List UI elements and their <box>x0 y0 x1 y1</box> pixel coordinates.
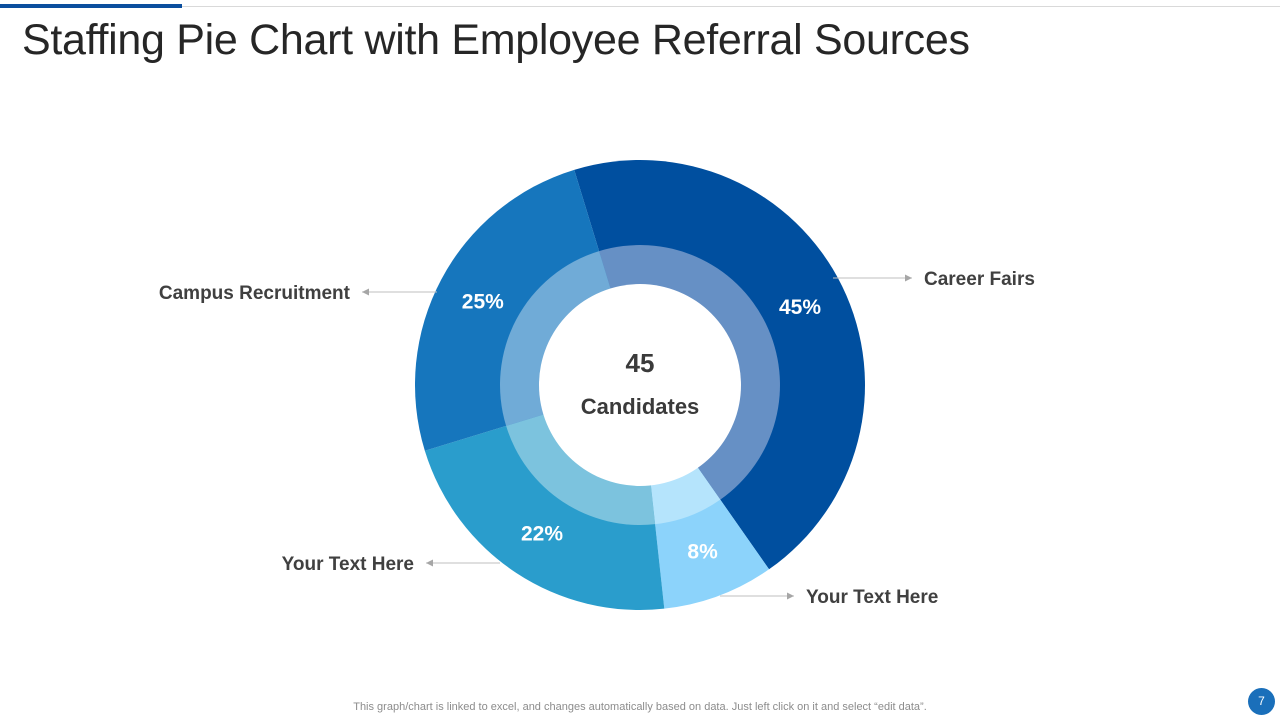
callout-arrowhead <box>905 274 912 282</box>
slice-value-label: 45% <box>779 296 821 319</box>
center-count: 45 <box>626 348 655 378</box>
page-number-badge: 7 <box>1248 688 1275 715</box>
chart-center-hole <box>539 284 741 486</box>
slice-value-label: 8% <box>687 541 718 564</box>
top-divider-line <box>0 6 1280 7</box>
callout-arrowhead <box>787 592 794 600</box>
slice-value-label: 22% <box>521 523 563 546</box>
page-title: Staffing Pie Chart with Employee Referra… <box>22 16 970 64</box>
slice-value-label: 25% <box>462 290 504 313</box>
top-accent-bar <box>0 4 182 8</box>
slice-category-label: Your Text Here <box>806 587 938 608</box>
slice-category-label: Your Text Here <box>282 554 414 575</box>
callout-arrowhead <box>362 288 369 296</box>
slice-category-label: Career Fairs <box>924 269 1035 290</box>
slice-category-label: Campus Recruitment <box>159 283 351 304</box>
footer-note: This graph/chart is linked to excel, and… <box>353 701 927 713</box>
callout-arrowhead <box>426 559 433 567</box>
center-label: Candidates <box>581 394 700 419</box>
